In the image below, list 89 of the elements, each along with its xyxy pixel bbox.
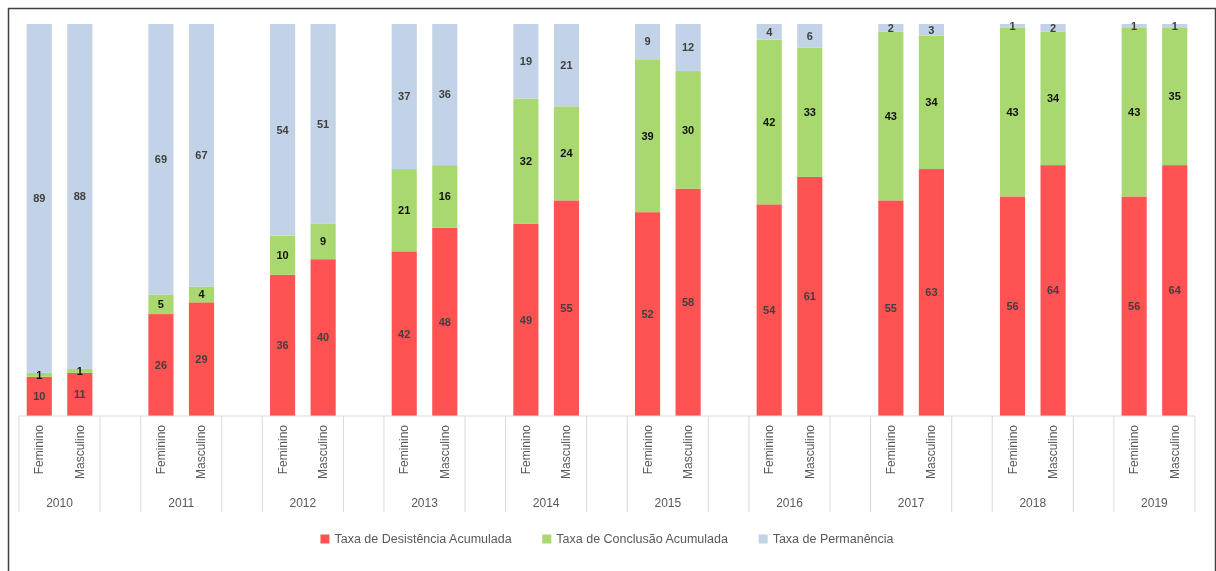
- data-label: 48: [438, 315, 451, 328]
- text: 2012: [289, 496, 317, 511]
- data-label: 69: [154, 153, 168, 166]
- x-tick-label: Masculino: [316, 424, 331, 480]
- x-tick-label: Masculino: [194, 424, 209, 480]
- data-label: 39: [641, 129, 654, 142]
- text: 2015: [654, 496, 682, 511]
- text: 2011: [168, 496, 195, 511]
- data-label: 54: [763, 304, 777, 317]
- data-label: 4: [766, 25, 774, 38]
- data-label: 6: [806, 29, 813, 42]
- data-label: 64: [1046, 284, 1061, 297]
- data-label: 2: [887, 21, 894, 34]
- x-tick-label: Masculino: [72, 424, 87, 480]
- data-label: 37: [398, 90, 411, 103]
- data-label: 12: [681, 41, 695, 54]
- data-label: 26: [154, 358, 168, 371]
- text: 2017: [897, 496, 925, 511]
- data-label: 49: [519, 313, 533, 326]
- data-label: 5: [157, 298, 164, 311]
- x-tick-label: Feminino: [640, 424, 655, 475]
- data-label: 42: [763, 115, 776, 128]
- x-tick-label: Masculino: [1167, 424, 1182, 480]
- data-label: 34: [925, 96, 939, 109]
- data-label: 61: [803, 290, 816, 303]
- x-tick-label: Masculino: [437, 424, 452, 480]
- data-label: 32: [519, 155, 533, 168]
- data-label: 54: [276, 123, 290, 136]
- data-label: 63: [925, 286, 938, 299]
- x-tick-label: Feminino: [1005, 424, 1020, 475]
- data-label: 19: [519, 55, 533, 68]
- text: 2019: [1141, 496, 1169, 511]
- data-label: 2: [1050, 21, 1057, 34]
- data-label: 55: [560, 302, 573, 315]
- data-label: 67: [195, 149, 208, 162]
- data-label: 56: [1128, 300, 1141, 313]
- data-label: 51: [317, 117, 330, 130]
- data-label: 40: [317, 331, 330, 344]
- data-label: 58: [681, 296, 695, 309]
- data-label: 21: [560, 59, 573, 72]
- data-label: 88: [73, 190, 86, 203]
- text: 2018: [1019, 496, 1047, 511]
- x-tick-label: Masculino: [1046, 424, 1061, 480]
- data-label: 43: [1006, 106, 1019, 119]
- data-label: 52: [641, 307, 654, 320]
- data-label: 9: [320, 235, 327, 248]
- data-label: 43: [1128, 106, 1141, 119]
- data-label: 34: [1046, 92, 1061, 105]
- data-label: 4: [198, 288, 206, 301]
- data-label: 30: [681, 123, 695, 136]
- x-tick-label: Feminino: [1127, 424, 1142, 475]
- data-label: 42: [398, 327, 411, 340]
- data-label: 11: [74, 388, 86, 401]
- text: 2013: [411, 496, 439, 511]
- x-tick-label: Feminino: [883, 424, 898, 475]
- text: 2010: [46, 496, 74, 511]
- data-label: 43: [884, 109, 897, 122]
- data-label: 3: [928, 23, 935, 36]
- legend-label: Taxa de Permanência: [772, 532, 894, 547]
- data-label: 33: [803, 106, 816, 119]
- data-label: 36: [438, 88, 451, 101]
- data-label: 35: [1168, 90, 1181, 103]
- x-tick-label: Masculino: [924, 424, 939, 480]
- data-label: 56: [1006, 300, 1019, 313]
- x-tick-label: Masculino: [681, 424, 696, 480]
- x-tick-label: Feminino: [518, 424, 533, 475]
- text: 2014: [532, 496, 560, 511]
- data-label: 24: [560, 147, 574, 160]
- data-label: 9: [644, 35, 651, 48]
- x-tick-label: Feminino: [32, 424, 47, 475]
- x-tick-label: Masculino: [559, 424, 574, 480]
- text: 2016: [776, 496, 804, 511]
- legend-label: Taxa de Conclusão Acumulada: [556, 532, 729, 547]
- data-label: 89: [33, 192, 46, 205]
- data-label: 55: [884, 302, 897, 315]
- x-tick-label: Feminino: [275, 424, 290, 475]
- data-label: 1: [36, 368, 43, 381]
- legend-label: Taxa de Desistência Acumulada: [334, 532, 512, 547]
- x-tick-label: Feminino: [397, 424, 412, 475]
- data-label: 10: [33, 390, 46, 403]
- data-label: 64: [1168, 284, 1182, 297]
- x-tick-label: Masculino: [802, 424, 817, 480]
- data-label: 29: [195, 353, 208, 366]
- data-label: 16: [438, 190, 451, 203]
- data-label: 10: [276, 249, 289, 262]
- data-label: 21: [398, 204, 411, 217]
- data-label: 36: [276, 339, 289, 352]
- x-tick-label: Feminino: [153, 424, 168, 475]
- x-tick-label: Feminino: [762, 424, 777, 475]
